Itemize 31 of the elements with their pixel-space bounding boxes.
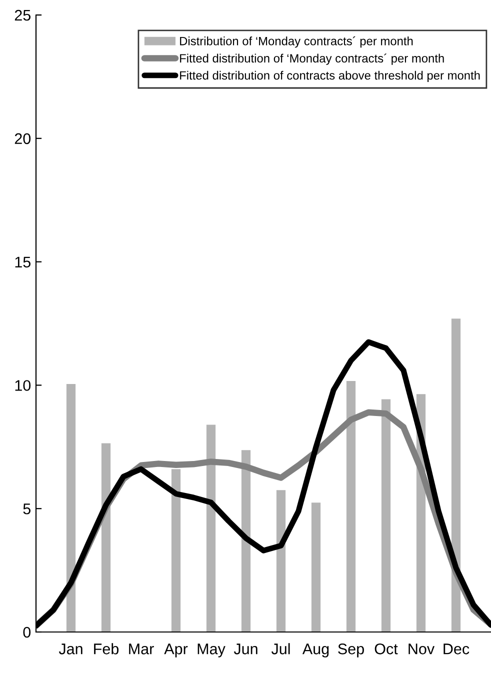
y-tick-label: 20 — [14, 133, 31, 144]
y-tick-label: 15 — [15, 256, 30, 268]
y-tick-label: 25 — [14, 10, 30, 21]
bar — [171, 469, 181, 632]
x-tick-label: Oct — [374, 644, 398, 654]
y-tick-label: 10 — [15, 380, 31, 391]
bar — [206, 424, 216, 632]
x-tick-label: Nov — [408, 644, 435, 654]
x-tick-label: Feb — [94, 643, 119, 654]
x-tick-label: Mar — [129, 644, 154, 654]
bar — [241, 450, 251, 632]
bar — [101, 443, 111, 632]
legend-label: Distribution of ‘Monday contracts´ per month — [180, 36, 413, 48]
x-tick-label: Aug — [302, 644, 329, 658]
bar — [311, 502, 321, 632]
bar — [381, 399, 391, 632]
bar — [346, 381, 356, 632]
x-tick-label: Apr — [164, 644, 188, 658]
bar — [451, 318, 461, 632]
legend-label: Fitted distribution of contracts above threshold per month — [180, 70, 480, 82]
x-tick-label: Jan — [58, 644, 82, 654]
y-tick-label: 5 — [23, 504, 30, 514]
x-tick-label: Sep — [338, 644, 364, 658]
bar — [276, 490, 286, 632]
x-tick-label: Jun — [234, 644, 258, 654]
x-tick-label: May — [198, 644, 226, 658]
legend-label: Fitted distribution of ‘Monday contracts´ per month — [180, 54, 444, 65]
x-tick-label: Dec — [444, 644, 470, 654]
y-tick-label: 0 — [23, 626, 31, 638]
x-tick-label: Jul — [271, 643, 290, 654]
bar — [66, 384, 76, 632]
